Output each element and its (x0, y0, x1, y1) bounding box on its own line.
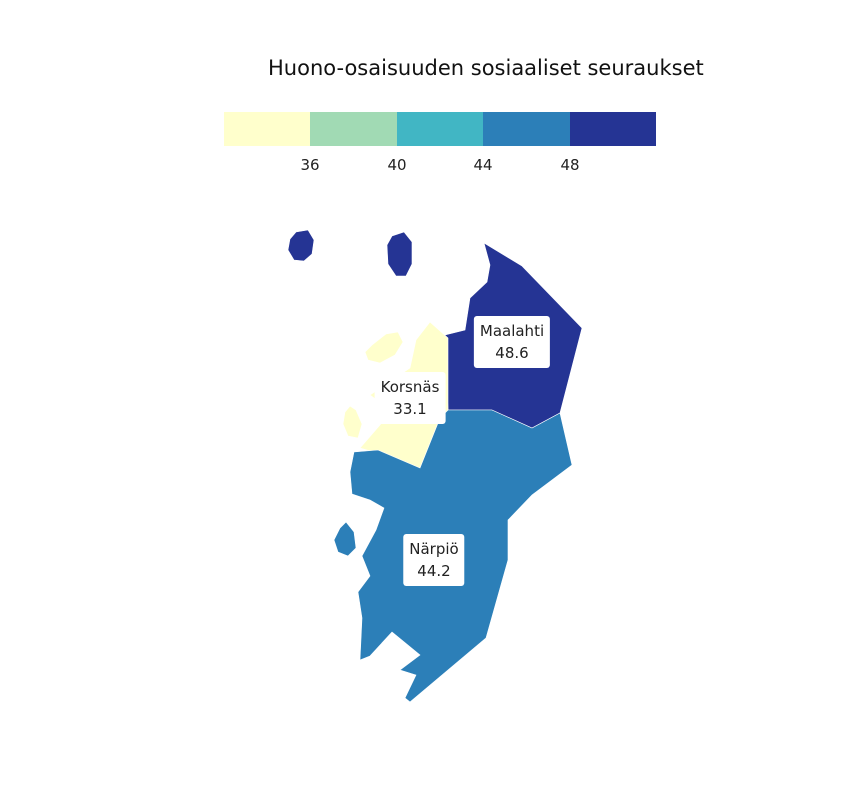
legend-swatch-2 (310, 112, 397, 146)
legend-tick-44: 44 (473, 156, 493, 174)
legend-swatch-4 (483, 112, 570, 146)
region-maalahti-island-north (386, 231, 413, 277)
region-label-korsnas: Korsnäs 33.1 (374, 372, 446, 424)
map-title: Huono-osaisuuden sosiaaliset seuraukset (268, 56, 704, 80)
region-korsnas-island-a (364, 331, 404, 364)
legend-tick-36: 36 (300, 156, 320, 174)
legend-tick-40: 40 (387, 156, 407, 174)
region-label-maalahti: Maalahti 48.6 (473, 316, 551, 368)
region-maalahti-island-west (287, 229, 315, 262)
legend-color-bar (224, 112, 657, 146)
legend-tick-48: 48 (560, 156, 580, 174)
legend-swatch-5 (569, 112, 657, 146)
region-value-korsnas: 33.1 (393, 400, 427, 418)
region-name-maalahti: Maalahti (479, 322, 545, 340)
region-name-korsnas: Korsnäs (380, 378, 440, 396)
region-korsnas-island-b (342, 405, 363, 439)
region-label-narpio: Närpiö 44.2 (403, 534, 465, 586)
region-value-maalahti: 48.6 (495, 344, 529, 362)
region-value-narpio: 44.2 (417, 562, 451, 580)
region-name-narpio: Närpiö (409, 540, 459, 558)
legend-swatch-3 (396, 112, 484, 146)
region-narpio-island (333, 521, 357, 557)
legend-swatch-1 (224, 112, 311, 146)
